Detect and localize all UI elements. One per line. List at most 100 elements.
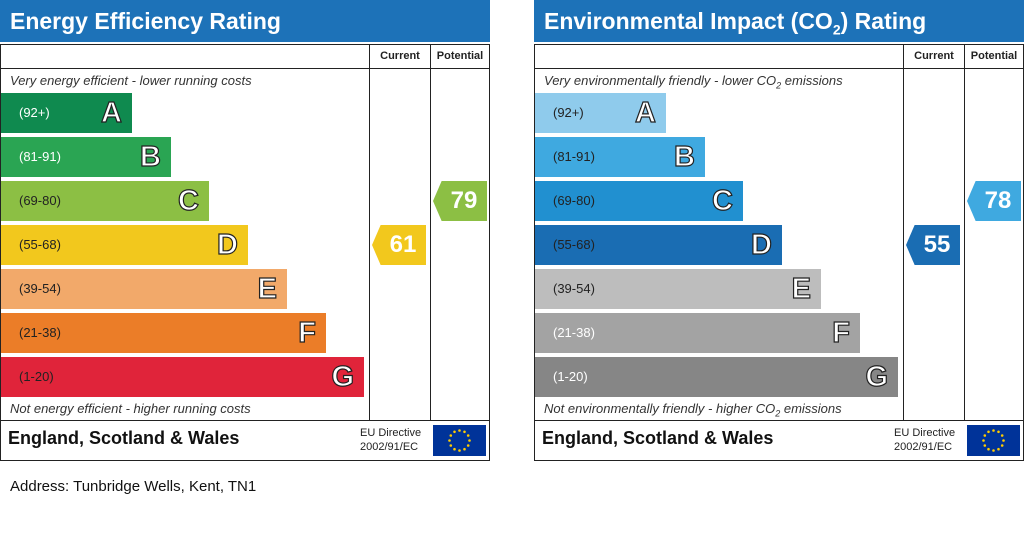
band-range-label: (81-91) xyxy=(553,149,595,164)
band-letter: C xyxy=(711,184,733,217)
eu-star xyxy=(987,447,990,451)
energy-efficiency-panel: Energy Efficiency Rating Current Potenti… xyxy=(0,0,490,461)
eu-flag-icon xyxy=(433,425,486,456)
top-note: Very energy efficient - lower running co… xyxy=(10,73,252,88)
band-range-label: (69-80) xyxy=(19,193,61,208)
directive-code: 2002/91/EC xyxy=(360,441,419,453)
rating-band-f: (21-38) F xyxy=(1,313,326,353)
eu-star xyxy=(992,449,995,452)
band-range-label: (39-54) xyxy=(553,281,595,296)
potential-rating-arrow: 78 xyxy=(967,181,1021,221)
eu-star xyxy=(453,430,456,434)
bottom-note: Not energy efficient - higher running co… xyxy=(10,401,251,416)
bottom-note: Not environmentally friendly - higher CO… xyxy=(544,401,842,419)
band-letter: A xyxy=(634,96,656,129)
current-column-header: Current xyxy=(380,50,420,62)
eu-star xyxy=(453,447,456,451)
band-letter: B xyxy=(673,140,695,173)
divider xyxy=(534,420,1024,421)
rating-band-c: (69-80) C xyxy=(535,181,743,221)
band-letter: E xyxy=(791,272,812,305)
eu-star xyxy=(997,447,1000,451)
band-range-label: (92+) xyxy=(553,105,584,120)
band-letter: E xyxy=(257,272,278,305)
band-range-label: (55-68) xyxy=(19,237,61,252)
divider xyxy=(0,68,490,69)
current-rating-arrow: 61 xyxy=(372,225,426,265)
eu-star xyxy=(987,430,990,434)
divider xyxy=(964,44,965,421)
address: Address: Tunbridge Wells, Kent, TN1 xyxy=(10,478,257,495)
band-range-label: (39-54) xyxy=(19,281,61,296)
current-column-header: Current xyxy=(914,50,954,62)
band-letter: D xyxy=(750,228,772,261)
band-range-label: (1-20) xyxy=(553,369,588,384)
band-letter: B xyxy=(139,140,161,173)
eu-star xyxy=(468,439,471,442)
eu-star xyxy=(448,439,451,442)
region-label: England, Scotland & Wales xyxy=(8,428,240,448)
current-rating-arrow: 55 xyxy=(906,225,960,265)
band-letter: C xyxy=(177,184,199,217)
potential-column-header: Potential xyxy=(436,50,484,62)
eu-star xyxy=(997,430,1000,434)
rating-band-f: (21-38) F xyxy=(535,313,860,353)
eu-star xyxy=(466,434,470,437)
eu-star xyxy=(983,444,987,447)
top-note: Very environmentally friendly - lower CO… xyxy=(544,73,843,91)
divider xyxy=(430,44,431,421)
eu-star xyxy=(1002,439,1005,442)
band-letter: G xyxy=(331,360,355,393)
divider xyxy=(534,68,1024,69)
rating-band-c: (69-80) C xyxy=(1,181,209,221)
eu-star xyxy=(449,434,453,437)
eu-star xyxy=(1000,444,1004,447)
rating-band-b: (81-91) B xyxy=(1,137,171,177)
potential-column-header: Potential xyxy=(970,50,1018,62)
band-letter: F xyxy=(832,316,851,349)
eu-star xyxy=(466,444,470,447)
rating-band-d: (55-68) D xyxy=(1,225,248,265)
region-label: England, Scotland & Wales xyxy=(542,428,774,448)
eu-star xyxy=(982,439,985,442)
band-range-label: (21-38) xyxy=(19,325,61,340)
eu-directive: EU Directive 2002/91/EC xyxy=(894,426,955,454)
eu-star xyxy=(458,429,461,432)
eu-star xyxy=(449,444,453,447)
eu-flag-icon xyxy=(967,425,1020,456)
band-range-label: (21-38) xyxy=(553,325,595,340)
eu-star xyxy=(1000,434,1004,437)
rating-band-d: (55-68) D xyxy=(535,225,782,265)
band-letter: F xyxy=(298,316,317,349)
environmental-impact-panel: Environmental Impact (CO2) Rating Curren… xyxy=(534,0,1024,461)
eu-star xyxy=(992,429,995,432)
rating-band-e: (39-54) E xyxy=(535,269,821,309)
rating-band-a: (92+) A xyxy=(1,93,132,133)
band-letter: A xyxy=(100,96,122,129)
band-letter: G xyxy=(865,360,889,393)
band-range-label: (69-80) xyxy=(553,193,595,208)
eu-stars xyxy=(448,429,471,452)
potential-rating-arrow: 79 xyxy=(433,181,487,221)
band-range-label: (81-91) xyxy=(19,149,61,164)
directive-line: EU Directive xyxy=(360,427,422,439)
panel-title: Energy Efficiency Rating xyxy=(0,0,490,42)
eu-star xyxy=(458,449,461,452)
rating-band-g: (1-20) G xyxy=(1,357,364,397)
rating-band-g: (1-20) G xyxy=(535,357,898,397)
rating-band-e: (39-54) E xyxy=(1,269,287,309)
band-range-label: (92+) xyxy=(19,105,50,120)
band-letter: D xyxy=(216,228,238,261)
chart-frame xyxy=(0,44,490,461)
directive-line: EU Directive xyxy=(894,427,956,439)
directive-code: 2002/91/EC xyxy=(894,441,953,453)
eu-directive: EU Directive 2002/91/EC xyxy=(360,426,421,454)
eu-star xyxy=(983,434,987,437)
eu-star xyxy=(463,430,466,434)
divider xyxy=(369,44,370,421)
band-range-label: (55-68) xyxy=(553,237,595,252)
rating-band-b: (81-91) B xyxy=(535,137,705,177)
eu-stars xyxy=(982,429,1005,452)
divider xyxy=(903,44,904,421)
divider xyxy=(0,420,490,421)
